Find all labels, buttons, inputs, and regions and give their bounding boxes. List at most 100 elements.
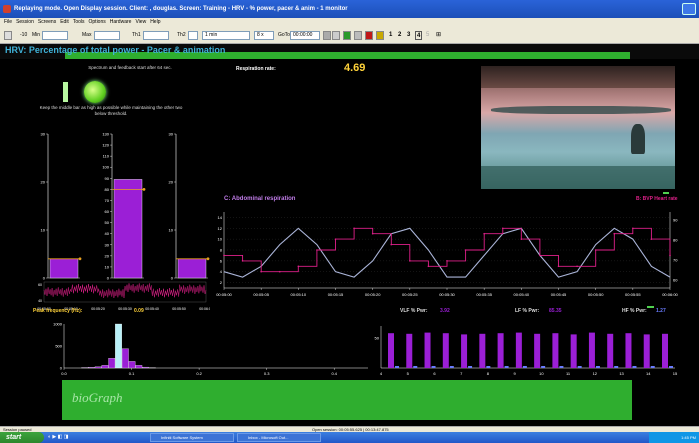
bvp-point bbox=[409, 260, 411, 262]
spectrum-x-label: 0.4 bbox=[331, 371, 337, 376]
goto-button[interactable] bbox=[323, 31, 331, 40]
speed-select[interactable]: 8 x bbox=[254, 31, 274, 40]
trend-bar-chart: 50 4 5 6 7 8 9 10 11 12 13 14 15 bbox=[375, 326, 678, 376]
bvp-point bbox=[390, 243, 393, 246]
menu-screens[interactable]: Screens bbox=[37, 19, 57, 25]
spectrum-bar bbox=[115, 323, 122, 369]
trend-hf-bar bbox=[486, 366, 491, 368]
bar-tick-label: 20 bbox=[105, 253, 110, 258]
bvp-point bbox=[632, 227, 634, 230]
bar-tick-label: 10 bbox=[169, 228, 174, 233]
channel-button[interactable] bbox=[4, 31, 12, 40]
th1-input[interactable] bbox=[143, 31, 169, 40]
resp-x-label: 00:05:45 bbox=[551, 292, 567, 297]
task-outlook[interactable]: Inbox - Microsoft Out... bbox=[237, 433, 321, 442]
hr-strip-tick: 40 bbox=[38, 299, 42, 303]
resp-x-label: 00:05:50 bbox=[588, 292, 604, 297]
trend-bar bbox=[570, 334, 577, 368]
spectrum-y-tick: 1000 bbox=[53, 322, 63, 327]
spectrum-bar bbox=[135, 365, 143, 369]
hr-strip-x-label: 00:05:10 bbox=[64, 307, 78, 311]
trend-hf-bar bbox=[413, 366, 418, 368]
menu-file[interactable]: File bbox=[4, 19, 13, 25]
export-icon[interactable]: ⊞ bbox=[436, 32, 442, 38]
rewind-button[interactable] bbox=[332, 31, 340, 40]
clock: 1:45 PM bbox=[681, 435, 696, 440]
power-bars-chart: 0 10 20 30 0 10 20 30 40 50 60 70 80 90 100 110 120 130 0 1… bbox=[41, 132, 210, 281]
bvp-point bbox=[427, 265, 430, 268]
window-controls[interactable] bbox=[682, 3, 696, 15]
trend-bar bbox=[479, 333, 486, 368]
max-label: Max bbox=[82, 32, 92, 38]
taskbar: start ◐ ▶ ◧ ◨ Infiniti Software System I… bbox=[0, 432, 699, 443]
step-button[interactable] bbox=[354, 31, 362, 40]
feedback-light-icon bbox=[84, 81, 106, 103]
lf-value: 85.35 bbox=[549, 308, 562, 314]
screen-4-button[interactable]: 4 bbox=[415, 31, 423, 40]
trend-x-label: 4 bbox=[380, 371, 383, 376]
image-progress-indicator bbox=[663, 192, 669, 194]
feedback-indicator-bar bbox=[63, 82, 68, 102]
min-input[interactable] bbox=[42, 31, 68, 40]
max-input[interactable] bbox=[94, 31, 120, 40]
vlf-label: VLF % Pwr: bbox=[400, 308, 428, 314]
menu-edit[interactable]: Edit bbox=[60, 19, 69, 25]
trend-x-label: 15 bbox=[673, 371, 678, 376]
trend-x-label: 14 bbox=[646, 371, 651, 376]
spectrum-x-label: 0.0 bbox=[61, 371, 67, 376]
th2-input[interactable] bbox=[188, 31, 198, 40]
trend-x-label: 11 bbox=[566, 371, 571, 376]
menu-help[interactable]: Help bbox=[150, 19, 161, 25]
trend-hf-bar bbox=[559, 366, 564, 368]
spectrum-bar bbox=[108, 358, 116, 369]
bvp-point bbox=[297, 265, 300, 268]
trend-bar bbox=[442, 333, 449, 368]
screen-1-button[interactable]: 1 bbox=[389, 32, 393, 38]
bar-tick-label: 10 bbox=[105, 264, 110, 269]
bvp-point bbox=[353, 227, 355, 230]
spectrum-bar bbox=[128, 361, 136, 369]
pause-icon[interactable] bbox=[376, 31, 384, 40]
display-screen: HRV: Percentage of total power - Pacer &… bbox=[0, 44, 699, 426]
stop-icon[interactable] bbox=[365, 31, 373, 40]
screen-5-button[interactable]: 5 bbox=[426, 32, 430, 38]
menu-view[interactable]: View bbox=[135, 19, 147, 25]
menu-tools[interactable]: Tools bbox=[72, 19, 85, 25]
instruction-top: Spectrum and feedback start after 64 sec… bbox=[88, 65, 172, 70]
trend-bar bbox=[552, 333, 559, 368]
system-tray: 1:45 PM bbox=[649, 432, 699, 443]
trend-x-label: 9 bbox=[514, 371, 517, 376]
trend-x-label: 6 bbox=[433, 371, 436, 376]
menu-hardware[interactable]: Hardware bbox=[109, 19, 132, 25]
resp-y-tick-left: 10 bbox=[218, 237, 223, 242]
hr-strip-x-label: 00:05:50 bbox=[172, 307, 186, 311]
bvp-point bbox=[371, 232, 374, 235]
trend-bar bbox=[424, 332, 431, 368]
th2-label: Th2 bbox=[177, 32, 186, 38]
goto-time-input[interactable]: 00:00:00 bbox=[290, 31, 320, 40]
peak-frequency-value: 0.09 bbox=[134, 308, 144, 314]
menu-session[interactable]: Session bbox=[16, 19, 34, 25]
timebase-select[interactable]: 1 min bbox=[202, 31, 250, 40]
resp-y-tick-left: 12 bbox=[218, 226, 223, 231]
bvp-point bbox=[613, 232, 616, 235]
bvp-point bbox=[260, 270, 262, 273]
trend-bar bbox=[625, 333, 632, 368]
trend-y-tick: 50 bbox=[375, 336, 380, 341]
spectrum-x-label: 0.2 bbox=[196, 371, 202, 376]
play-icon[interactable] bbox=[343, 31, 351, 40]
resp-x-label: 00:05:35 bbox=[476, 292, 492, 297]
screen-3-button[interactable]: 3 bbox=[407, 32, 411, 38]
screen-2-button[interactable]: 2 bbox=[398, 32, 402, 38]
trend-bar bbox=[515, 332, 522, 368]
spectrum-x-label: 0.1 bbox=[129, 371, 135, 376]
trend-bar bbox=[497, 333, 504, 368]
trend-bar bbox=[388, 333, 394, 368]
task-infiniti[interactable]: Infiniti Software System bbox=[150, 433, 234, 442]
hr-strip-x-label: 00:05:30 bbox=[118, 307, 132, 311]
start-button[interactable]: start bbox=[0, 432, 44, 443]
respiration-label: Respiration rate: bbox=[236, 66, 276, 72]
menu-options[interactable]: Options bbox=[88, 19, 106, 25]
quick-launch-icons[interactable]: ◐ ▶ ◧ ◨ bbox=[48, 434, 69, 440]
instruction-bottom: Keep the middle bar as high as possible … bbox=[39, 105, 183, 116]
